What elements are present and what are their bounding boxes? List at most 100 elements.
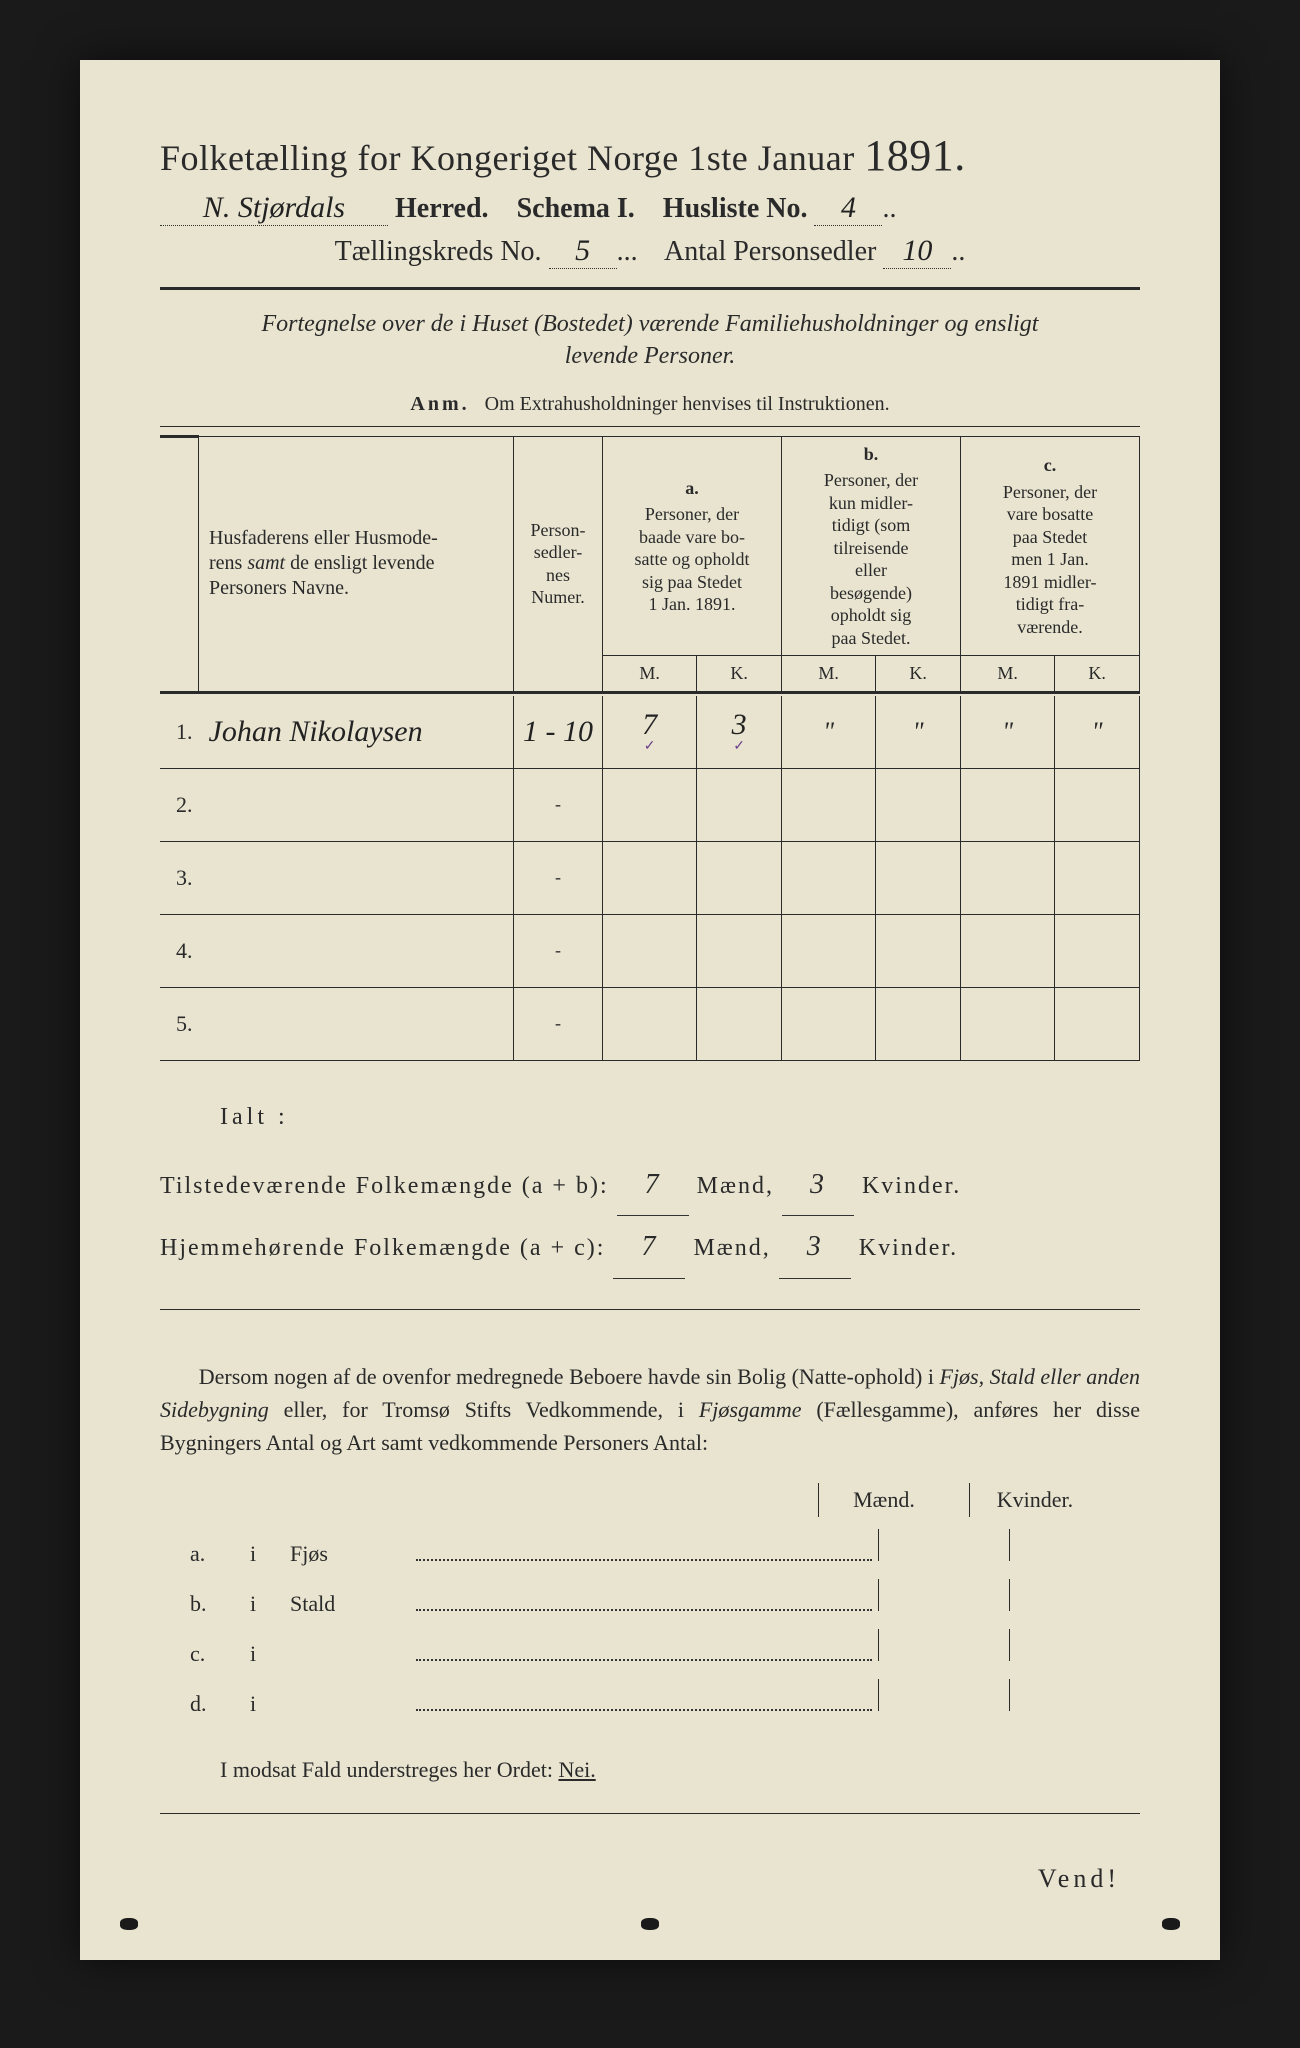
- col-names-header: Husfaderens eller Husmode-rens samt de e…: [199, 436, 514, 692]
- bldg-k-cell: [1009, 1679, 1140, 1711]
- bldg-dots: [416, 1709, 872, 1711]
- row-person: -: [514, 768, 603, 841]
- totals-row-2: Hjemmehørende Folkemængde (a + c): 7 Mæn…: [160, 1216, 1140, 1279]
- main-title: Folketælling for Kongeriget Norge 1ste J…: [160, 130, 1140, 181]
- totals-2-k: 3: [779, 1216, 851, 1279]
- bldg-i: i: [250, 1641, 290, 1667]
- col-b-header: b. Personer, derkun midler-tidigt (somti…: [781, 436, 960, 656]
- bldg-lab: b.: [160, 1591, 250, 1617]
- bldg-m-cell: [878, 1529, 1009, 1561]
- divider-3: [160, 1309, 1140, 1310]
- totals-label-2: Hjemmehørende Folkemængde (a + c):: [160, 1235, 605, 1261]
- row-num: 3.: [160, 841, 199, 914]
- totals-1-m: 7: [617, 1154, 689, 1217]
- building-paragraph: Dersom nogen af de ovenfor medregnede Be…: [160, 1360, 1140, 1459]
- title-text: Folketælling for Kongeriget Norge 1ste J…: [160, 138, 855, 178]
- row-ck: ": [1092, 717, 1103, 746]
- header-line-1: N. Stjørdals Herred. Schema I. Husliste …: [160, 191, 1140, 226]
- row-ak: 3: [732, 708, 747, 741]
- divider-4: [160, 1813, 1140, 1814]
- bldg-lab: c.: [160, 1641, 250, 1667]
- husliste-no: 4: [814, 191, 882, 226]
- table-row: 2. -: [160, 768, 1140, 841]
- herred-label: Herred.: [395, 193, 489, 224]
- antal-label: Antal Personsedler: [664, 236, 876, 267]
- bldg-m-cell: [878, 1579, 1009, 1611]
- bldg-i: i: [250, 1591, 290, 1617]
- husliste-label: Husliste No.: [663, 193, 808, 224]
- bldg-name: Stald: [290, 1591, 410, 1617]
- check-icon: ✓: [607, 738, 692, 755]
- bldg-k-cell: [1009, 1629, 1140, 1661]
- anm-text: Om Extrahusholdninger henvises til Instr…: [485, 393, 890, 415]
- schema-label: Schema I.: [517, 193, 635, 224]
- row-bm: ": [823, 717, 834, 746]
- desc-line2: levende Personer.: [565, 343, 736, 369]
- description: Fortegnelse over de i Huset (Bostedet) v…: [160, 308, 1140, 373]
- binding-mark: [641, 1918, 659, 1930]
- row-name: Johan Nikolaysen: [209, 715, 423, 748]
- maend-label: Mænd,: [693, 1235, 770, 1261]
- anm-line: Anm. Om Extrahusholdninger henvises til …: [160, 393, 1140, 416]
- col-a-m: M.: [603, 656, 697, 693]
- vend-label: Vend!: [160, 1864, 1140, 1894]
- row-num: 5.: [160, 987, 199, 1060]
- totals-row-1: Tilstedeværende Folkemængde (a + b): 7 M…: [160, 1154, 1140, 1217]
- bldg-kvinder: Kvinder.: [969, 1483, 1100, 1517]
- row-person: -: [514, 841, 603, 914]
- header-line-2: Tællingskreds No. 5... Antal Personsedle…: [160, 234, 1140, 269]
- antal-no: 10: [883, 234, 951, 269]
- anm-lead: Anm.: [410, 393, 469, 415]
- binding-mark: [120, 1918, 138, 1930]
- col-a-header: a. Personer, derbaade vare bo-satte og o…: [603, 436, 782, 656]
- table-row: 5. -: [160, 987, 1140, 1060]
- divider-2: [160, 426, 1140, 427]
- row-person: -: [514, 914, 603, 987]
- maend-label: Mænd,: [697, 1173, 774, 1199]
- bldg-name: Fjøs: [290, 1541, 410, 1567]
- kvinder-label: Kvinder.: [862, 1173, 961, 1199]
- row-name: [199, 841, 514, 914]
- table-row: 1. Johan Nikolaysen 1 - 10 7✓ 3✓ " " " ": [160, 696, 1140, 769]
- table-row: 4. -: [160, 914, 1140, 987]
- col-c-header: c. Personer, dervare bosattepaa Stedetme…: [960, 436, 1139, 656]
- buildings-block: Mænd. Kvinder. a. i Fjøs b. i Stald c.: [160, 1483, 1140, 1717]
- row-person: -: [514, 987, 603, 1060]
- row-name: [199, 987, 514, 1060]
- bldg-k-cell: [1009, 1529, 1140, 1561]
- nei-text: I modsat Fald understreges her Ordet:: [220, 1757, 553, 1782]
- row-person: 1 - 10: [523, 715, 593, 748]
- para-it2: Fjøsgamme: [699, 1397, 802, 1422]
- bldg-m-cell: [878, 1679, 1009, 1711]
- row-name: [199, 768, 514, 841]
- divider-1: [160, 287, 1140, 290]
- row-name: [199, 914, 514, 987]
- bldg-row: c. i: [160, 1629, 1140, 1667]
- bldg-k-cell: [1009, 1579, 1140, 1611]
- binding-mark: [1162, 1918, 1180, 1930]
- ialt-label: Ialt :: [220, 1091, 1140, 1144]
- bldg-i: i: [250, 1541, 290, 1567]
- col-c-k: K.: [1055, 656, 1140, 693]
- totals-1-k: 3: [782, 1154, 854, 1217]
- kreds-label: Tællingskreds No.: [335, 236, 542, 267]
- buildings-header: Mænd. Kvinder.: [160, 1483, 1140, 1517]
- row-num: 4.: [160, 914, 199, 987]
- bldg-dots: [416, 1609, 872, 1611]
- totals-block: Ialt : Tilstedeværende Folkemængde (a + …: [160, 1091, 1140, 1279]
- desc-line1: Fortegnelse over de i Huset (Bostedet) v…: [262, 311, 1039, 337]
- kvinder-label: Kvinder.: [859, 1235, 958, 1261]
- row-num: 1.: [160, 696, 199, 769]
- bldg-i: i: [250, 1691, 290, 1717]
- page-wrapper: Folketælling for Kongeriget Norge 1ste J…: [0, 0, 1300, 2048]
- bldg-lab: a.: [160, 1541, 250, 1567]
- row-num: 2.: [160, 768, 199, 841]
- para-t2: eller, for Tromsø Stifts Vedkommende, i: [269, 1397, 699, 1422]
- col-b-m: M.: [781, 656, 875, 693]
- bldg-dots: [416, 1559, 872, 1561]
- row-cm: ": [1002, 717, 1013, 746]
- bldg-maend: Mænd.: [818, 1483, 949, 1517]
- bldg-dots: [416, 1659, 872, 1661]
- nei-line: I modsat Fald understreges her Ordet: Ne…: [160, 1757, 1140, 1783]
- row-bk: ": [913, 717, 924, 746]
